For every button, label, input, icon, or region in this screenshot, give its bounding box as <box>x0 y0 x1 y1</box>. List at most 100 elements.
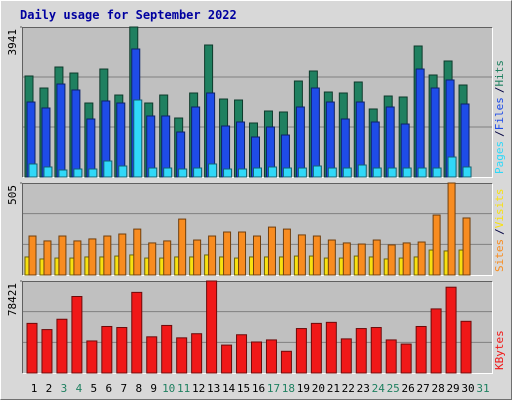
legend: KBytes <box>493 330 506 370</box>
bar <box>238 168 248 178</box>
bar <box>41 329 53 374</box>
x-tick-label: 30 <box>461 382 474 395</box>
y-tick-label: 3941 <box>6 29 19 56</box>
bar <box>86 118 96 178</box>
bar <box>357 243 366 276</box>
bar <box>430 87 440 178</box>
chart-title: Daily usage for September 2022 <box>20 8 237 22</box>
bar <box>310 322 322 374</box>
bar <box>355 328 367 374</box>
bar <box>402 242 411 276</box>
bar <box>43 240 52 276</box>
x-tick-label: 14 <box>222 382 236 395</box>
x-tick-label: 6 <box>106 382 113 395</box>
bar <box>56 318 68 374</box>
bar <box>385 339 397 374</box>
x-tick-label: 12 <box>192 382 205 395</box>
bar <box>447 182 456 276</box>
legend-entry: Files <box>493 97 506 130</box>
x-tick-label: 26 <box>402 382 415 395</box>
bar <box>445 286 457 374</box>
x-tick-label: 22 <box>342 382 355 395</box>
bar <box>146 336 158 374</box>
bar <box>460 103 470 178</box>
bar <box>56 83 66 178</box>
x-tick-label: 2 <box>46 382 53 395</box>
bar <box>223 231 232 276</box>
legend-separator: / <box>493 130 506 137</box>
legend-entry: Pages <box>493 141 506 174</box>
bar <box>71 89 81 178</box>
bar <box>327 239 336 276</box>
x-tick-label: 10 <box>162 382 175 395</box>
legend-entry: Sites <box>493 239 506 272</box>
bar <box>71 296 83 374</box>
bar <box>342 242 351 276</box>
bar <box>206 280 218 374</box>
bar <box>103 235 112 276</box>
bar <box>400 343 412 374</box>
bar <box>372 239 381 276</box>
bar <box>251 341 262 374</box>
bar <box>372 167 382 178</box>
bar <box>101 325 113 374</box>
plot-border <box>22 281 493 374</box>
bar <box>163 240 172 276</box>
bar <box>221 344 233 374</box>
bar <box>58 235 67 276</box>
bar <box>148 167 158 178</box>
bar <box>282 167 292 178</box>
x-tick-label: 5 <box>91 382 98 395</box>
x-tick-label: 4 <box>76 382 83 395</box>
bar <box>191 106 201 178</box>
x-tick-label: 28 <box>431 382 444 395</box>
x-tick-label: 21 <box>327 382 340 395</box>
x-tick-label: 29 <box>446 382 459 395</box>
bar <box>43 166 53 178</box>
x-tick-label: 16 <box>252 382 265 395</box>
bar <box>267 166 277 178</box>
legend-entry: Visits <box>493 189 506 229</box>
bar <box>430 308 442 374</box>
bar <box>118 165 128 178</box>
bar <box>447 156 457 178</box>
bar <box>417 167 427 178</box>
plot-border <box>22 281 493 374</box>
bar <box>280 350 292 374</box>
bar <box>387 167 397 178</box>
bar <box>86 340 98 374</box>
x-tick-label: 9 <box>150 382 157 395</box>
x-tick-label: 11 <box>177 382 190 395</box>
bar <box>295 106 305 178</box>
bar <box>432 214 441 276</box>
bar <box>28 163 38 178</box>
bar <box>28 235 37 276</box>
bar <box>312 165 322 178</box>
bar <box>325 321 337 374</box>
bar <box>103 160 113 178</box>
bar <box>253 167 262 178</box>
bar <box>325 101 335 178</box>
legend-entry: Hits <box>493 60 506 87</box>
bar <box>88 168 98 178</box>
bar <box>265 339 277 374</box>
bar <box>462 217 471 276</box>
bar <box>236 334 248 374</box>
bar <box>133 99 143 178</box>
bar <box>415 68 425 178</box>
legend: Sites /Visits <box>493 189 506 273</box>
bar <box>238 231 247 276</box>
bar <box>208 163 218 178</box>
x-tick-label: 1 <box>31 382 38 395</box>
bar <box>327 167 337 178</box>
bar <box>415 325 427 374</box>
bar <box>178 218 187 276</box>
bar <box>387 244 396 276</box>
bar <box>208 235 217 276</box>
x-tick-label: 23 <box>357 382 370 395</box>
bar <box>148 242 157 276</box>
bar <box>191 333 203 374</box>
bar <box>163 167 173 178</box>
x-tick-label: 7 <box>120 382 127 395</box>
